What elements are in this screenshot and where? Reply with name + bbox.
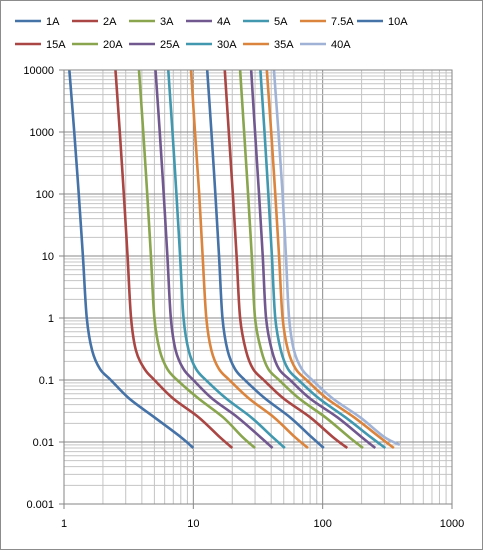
legend-label-20A: 20A xyxy=(103,39,123,51)
legend-label-30A: 30A xyxy=(217,39,237,51)
legend-label-7.5A: 7.5A xyxy=(331,16,354,28)
y-tick-label: 10 xyxy=(42,251,54,263)
series-line-25A xyxy=(249,69,377,450)
legend-label-4A: 4A xyxy=(217,16,231,28)
plot-border xyxy=(63,69,453,505)
series-line-7.5A xyxy=(189,69,309,450)
series-line-15A xyxy=(223,69,349,450)
series-line-10A xyxy=(205,69,325,449)
legend-label-3A: 3A xyxy=(160,16,174,28)
y-tick-label: 100 xyxy=(36,189,54,201)
legend-label-15A: 15A xyxy=(46,39,66,51)
axis-layer: 1 10 100 1000 10000 1000 100 10 1 0.1 0.01 0.001 xyxy=(23,65,464,530)
y-tick-label: 1 xyxy=(48,313,54,325)
series-layer xyxy=(68,69,401,450)
series-line-35A xyxy=(265,69,395,450)
x-tick-label: 10 xyxy=(187,518,199,530)
y-tick-label: 0.1 xyxy=(39,375,54,387)
series-line-30A xyxy=(259,69,387,450)
legend-label-10A: 10A xyxy=(388,16,408,28)
legend-label-25A: 25A xyxy=(160,39,180,51)
grid-layer xyxy=(63,70,452,505)
series-line-2A xyxy=(114,69,234,449)
x-tick-label: 1 xyxy=(61,518,67,530)
y-tick-label: 0.001 xyxy=(26,499,54,511)
y-tick-label: 10000 xyxy=(23,65,54,77)
series-line-3A xyxy=(137,69,256,449)
legend: 1A 2A 3A 4A 5A 7.5A 10A 15A 20A 25A 30A 35A 40A xyxy=(15,16,408,51)
series-line-40A xyxy=(272,69,401,447)
x-tick-label: 100 xyxy=(313,518,331,530)
legend-label-1A: 1A xyxy=(46,16,60,28)
legend-label-5A: 5A xyxy=(274,16,288,28)
legend-label-35A: 35A xyxy=(274,39,294,51)
legend-label-40A: 40A xyxy=(331,39,351,51)
x-tick-label: 1000 xyxy=(440,518,464,530)
series-line-20A xyxy=(238,69,364,450)
legend-label-2A: 2A xyxy=(103,16,117,28)
series-line-1A xyxy=(68,69,195,449)
y-tick-label: 1000 xyxy=(30,127,54,139)
series-line-5A xyxy=(166,69,286,449)
y-tick-label: 0.01 xyxy=(33,437,54,449)
series-line-4A xyxy=(154,69,274,449)
